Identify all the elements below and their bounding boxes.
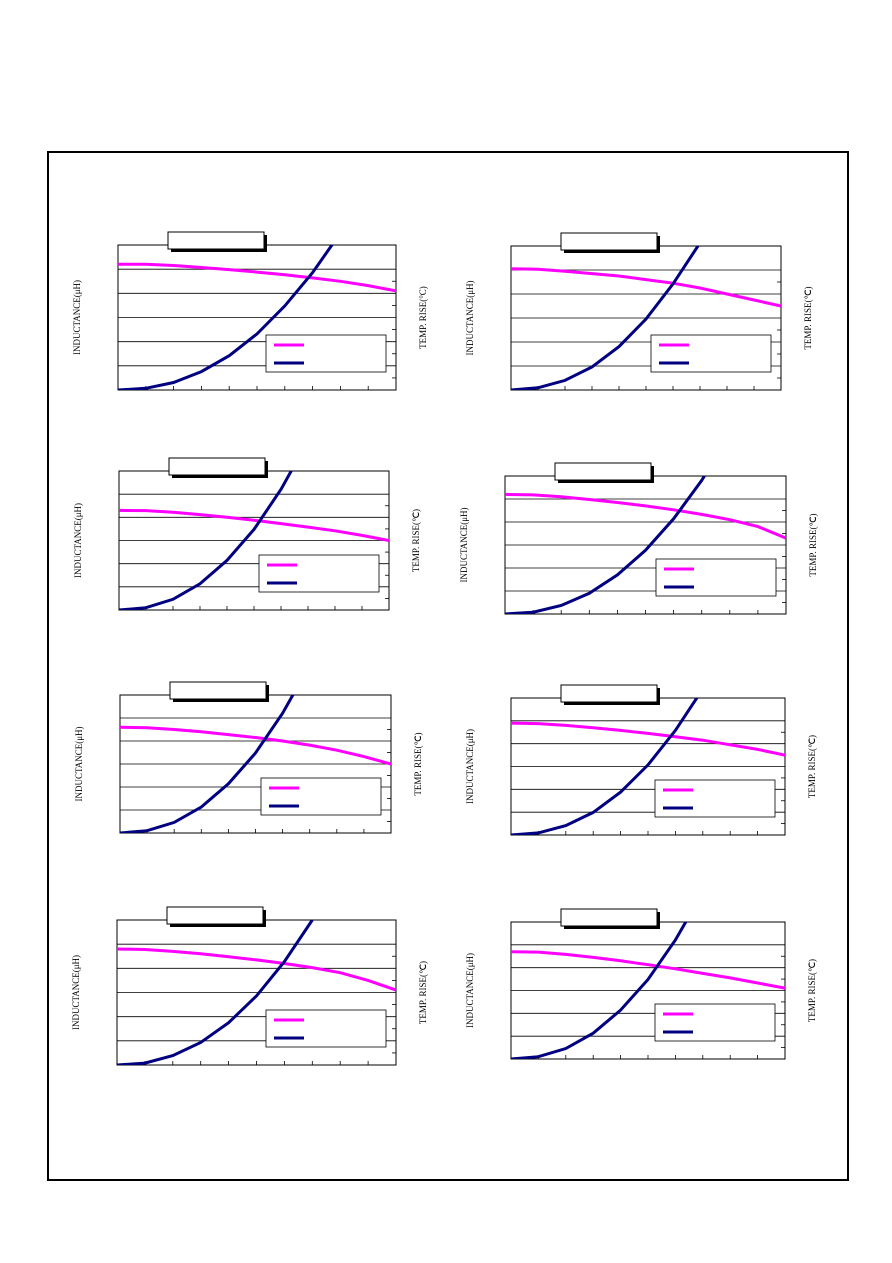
legend-box <box>265 334 387 373</box>
chart: INDUCTANCE(μH) TEMP. RISE(℃) <box>73 457 421 611</box>
y2-axis-label: TEMP. RISE(℃) <box>807 959 817 1022</box>
y-axis-label: INDUCTANCE(μH) <box>74 726 84 801</box>
y2-axis-label: TEMP. RISE(℃) <box>808 513 818 576</box>
y2-axis-label: TEMP. RISE(℃) <box>418 961 428 1024</box>
chart: INDUCTANCE(μH) TEMP. RISE(℃) <box>465 232 813 391</box>
chart: INDUCTANCE(μH) TEMP. RISE(℃) <box>465 908 817 1060</box>
series-line <box>511 922 688 1059</box>
legend-box <box>654 779 776 818</box>
legend-box <box>650 334 772 373</box>
chart: INDUCTANCE(μH) TEMP. RISE(°C) <box>72 231 428 391</box>
y2-axis-label: TEMP. RISE(℃) <box>411 509 421 572</box>
title-box <box>166 906 264 925</box>
series-line <box>120 695 295 833</box>
series-line <box>117 947 396 992</box>
series-line <box>511 721 785 757</box>
series-line <box>120 725 391 766</box>
chart: INDUCTANCE(μH) TEMP. RISE(℃) <box>71 906 428 1066</box>
series-line <box>117 920 314 1065</box>
y-axis-label: INDUCTANCE(μH) <box>459 507 469 582</box>
title-box <box>169 681 267 700</box>
legend-box <box>654 1003 776 1042</box>
series-line <box>511 950 785 990</box>
y-axis-label: INDUCTANCE(μH) <box>465 280 475 355</box>
title-box <box>554 462 652 481</box>
series-line <box>119 508 389 542</box>
y-axis-label: INDUCTANCE(μH) <box>465 953 475 1028</box>
y2-axis-label: TEMP. RISE(℃) <box>807 735 817 798</box>
y2-axis-label: TEMP. RISE(°C) <box>418 286 428 349</box>
chart: INDUCTANCE(μH) TEMP. RISE(℃) <box>459 462 818 615</box>
legend-box <box>265 1009 387 1048</box>
y-axis-label: INDUCTANCE(μH) <box>465 729 475 804</box>
legend-box <box>260 777 382 816</box>
title-box <box>168 457 266 476</box>
series-line <box>118 262 396 293</box>
title-box <box>560 232 658 251</box>
series-line <box>511 246 700 390</box>
frame <box>47 151 849 1181</box>
y-axis-label: INDUCTANCE(μH) <box>73 503 83 578</box>
chart: INDUCTANCE(μH) TEMP. RISE(℃) <box>74 681 423 834</box>
series-line <box>505 492 786 540</box>
y-axis-label: INDUCTANCE(μH) <box>71 955 81 1030</box>
y2-axis-label: TEMP. RISE(℃) <box>413 732 423 795</box>
series-line <box>505 476 707 614</box>
series-line <box>511 267 781 308</box>
chart: INDUCTANCE(μH) TEMP. RISE(℃) <box>465 684 817 836</box>
series-line <box>511 698 699 835</box>
y2-axis-label: TEMP. RISE(℃) <box>803 286 813 349</box>
title-box <box>560 684 658 703</box>
series-line <box>118 245 334 390</box>
legend-box <box>258 554 380 593</box>
series-line <box>119 471 293 610</box>
legend-box <box>655 558 777 597</box>
title-box <box>560 908 658 927</box>
title-box <box>167 231 265 250</box>
y-axis-label: INDUCTANCE(μH) <box>72 280 82 355</box>
